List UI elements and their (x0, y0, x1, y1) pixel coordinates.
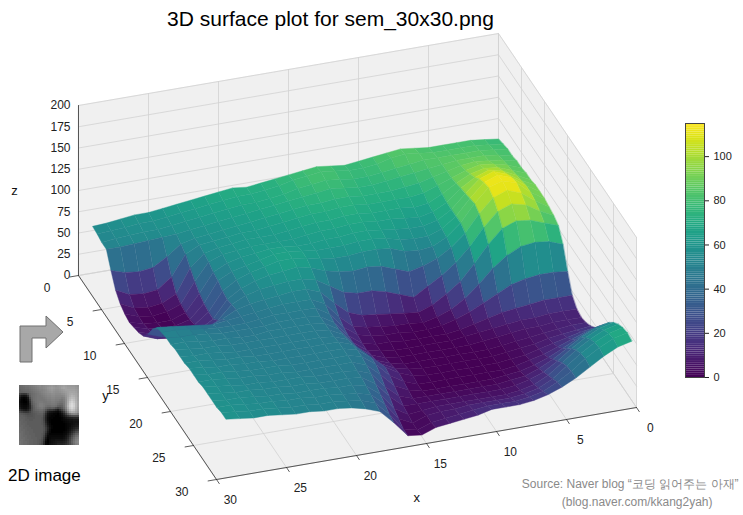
svg-text:25: 25 (57, 247, 71, 261)
svg-text:20: 20 (364, 469, 378, 483)
svg-text:x: x (413, 490, 420, 505)
svg-text:20: 20 (129, 417, 143, 431)
svg-text:5: 5 (67, 315, 74, 329)
svg-text:80: 80 (714, 194, 726, 206)
svg-text:25: 25 (152, 451, 166, 465)
svg-text:30: 30 (224, 493, 238, 507)
svg-text:Source: Naver blog “코딩 읽어주는 아재: Source: Naver blog “코딩 읽어주는 아재” (522, 477, 739, 491)
svg-text:60: 60 (714, 238, 726, 250)
svg-text:175: 175 (50, 120, 70, 134)
svg-text:15: 15 (434, 457, 448, 471)
svg-text:20: 20 (714, 327, 726, 339)
svg-text:40: 40 (714, 283, 726, 295)
html-text:2D image: 2D image (8, 466, 81, 485)
svg-text:30: 30 (175, 485, 189, 499)
svg-text:50: 50 (57, 226, 71, 240)
svg-text:5: 5 (577, 433, 584, 447)
svg-text:75: 75 (57, 205, 71, 219)
svg-text:25: 25 (294, 481, 308, 495)
svg-text:0: 0 (647, 421, 654, 435)
svg-text:10: 10 (504, 445, 518, 459)
svg-text:0: 0 (44, 281, 51, 295)
svg-text:0: 0 (64, 268, 71, 282)
svg-text:(blog.naver.com/kkang2yah): (blog.naver.com/kkang2yah) (562, 495, 713, 509)
svg-text:100: 100 (714, 150, 732, 162)
svg-text:100: 100 (50, 183, 70, 197)
svg-text:y: y (102, 388, 109, 403)
svg-text:200: 200 (50, 98, 70, 112)
svg-text:150: 150 (50, 141, 70, 155)
svg-text:15: 15 (106, 383, 120, 398)
svg-text:z: z (11, 183, 18, 198)
svg-text:0: 0 (714, 371, 720, 383)
svg-text:3D surface plot for sem_30x30.: 3D surface plot for sem_30x30.png (167, 7, 494, 31)
svg-text:10: 10 (83, 349, 97, 363)
svg-text:125: 125 (50, 162, 70, 176)
